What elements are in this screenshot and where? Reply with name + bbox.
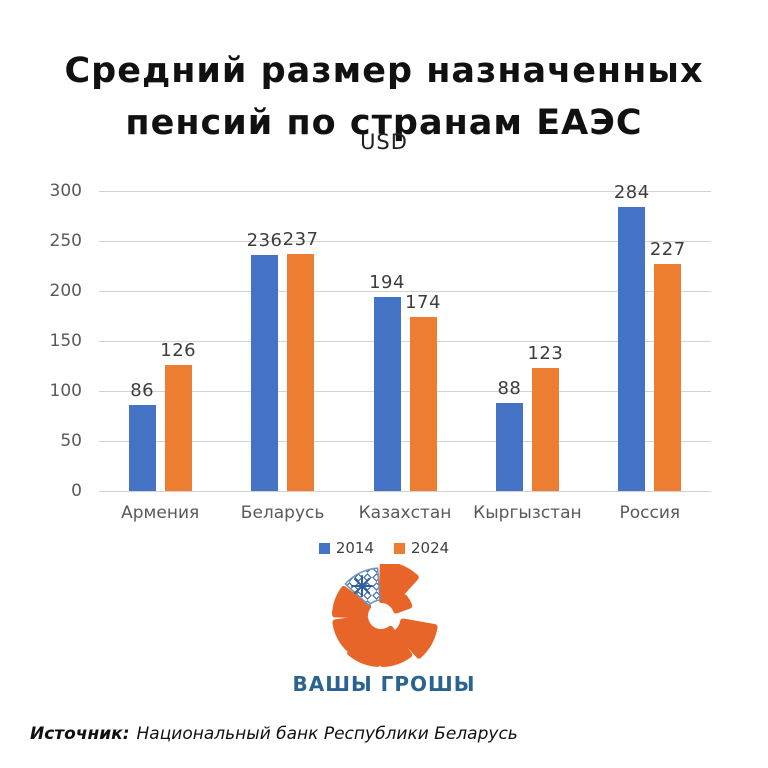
value-label-2014-Кыргызстан: 88: [497, 378, 522, 399]
bar-2014-Кыргызстан: [495, 403, 523, 491]
legend-swatch-2024: [394, 542, 405, 554]
snowflake-icon: [351, 575, 373, 597]
bar-2024-Беларусь: [287, 254, 315, 491]
value-label-2014-Армения: 86: [130, 380, 155, 401]
bar-2014-Россия: [618, 207, 646, 491]
ornament-wedge-icon: [344, 567, 381, 607]
bar-2014-Армения: [128, 405, 156, 491]
bar-2014-Беларусь: [251, 255, 279, 491]
chart-title: Средний размер назначенных пенсий по стр…: [64, 51, 704, 144]
y-tick-100: 100: [49, 381, 82, 401]
legend-swatch-2014: [318, 542, 330, 554]
gridline-100: [99, 391, 711, 392]
gridline-0: [99, 491, 711, 492]
gridline-150: [99, 341, 711, 342]
chart-legend: 2014 2024: [0, 539, 768, 557]
value-label-2024-Россия: 227: [649, 239, 686, 260]
gridline-250: [99, 241, 711, 242]
bar-2024-Россия: [654, 264, 682, 491]
bar-2024-Армения: [164, 365, 192, 491]
legend-label-2014: 2014: [335, 539, 374, 557]
y-tick-150: 150: [49, 331, 82, 351]
y-tick-250: 250: [49, 231, 82, 251]
value-label-2014-Казахстан: 194: [369, 272, 405, 293]
vashy-groshy-logo: ВАШЫ ГРОШЫ: [0, 564, 768, 696]
logo-text: ВАШЫ ГРОШЫ: [292, 672, 476, 696]
y-tick-0: 0: [71, 481, 82, 501]
y-tick-300: 300: [49, 181, 82, 201]
category-label-Армения: Армения: [121, 503, 200, 523]
bar-2014-Казахстан: [373, 297, 401, 491]
gridline-50: [99, 441, 711, 442]
legend-item-2024: 2024: [394, 539, 449, 557]
y-tick-50: 50: [60, 431, 82, 451]
orange-wheel-icon: [332, 564, 438, 667]
category-label-Кыргызстан: Кыргызстан: [473, 503, 582, 523]
source-text: Национальный банк Республики Беларусь: [136, 724, 518, 744]
y-tick-200: 200: [49, 281, 82, 301]
value-label-2024-Беларусь: 237: [282, 229, 319, 250]
source-note: Источник: Национальный банк Республики Бе…: [30, 724, 518, 744]
legend-label-2024: 2024: [411, 539, 450, 557]
chart-subtitle: USD: [360, 130, 408, 154]
category-label-Казахстан: Казахстан: [358, 503, 452, 523]
value-label-2014-Беларусь: 236: [246, 230, 283, 251]
bar-2024-Кыргызстан: [531, 368, 559, 491]
value-label-2024-Кыргызстан: 123: [527, 343, 564, 364]
gridline-300: [99, 191, 711, 192]
source-label: Источник:: [30, 724, 130, 744]
category-label-Россия: Россия: [619, 503, 681, 523]
legend-item-2014: 2014: [318, 539, 374, 557]
value-label-2024-Армения: 126: [160, 340, 197, 361]
value-label-2024-Казахстан: 174: [405, 292, 441, 313]
gridline-200: [99, 291, 711, 292]
value-label-2014-Россия: 284: [613, 182, 650, 203]
bar-2024-Казахстан: [409, 317, 437, 491]
category-label-Беларусь: Беларусь: [240, 503, 325, 523]
